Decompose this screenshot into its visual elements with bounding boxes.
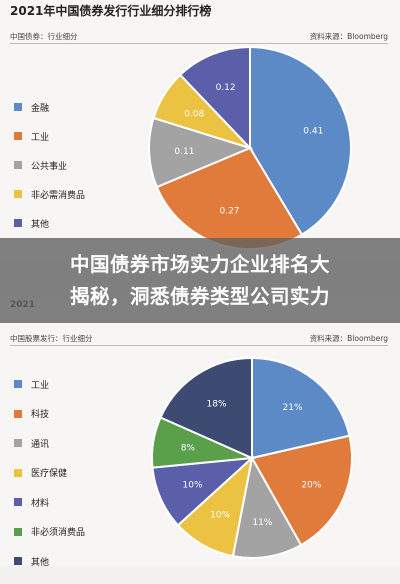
chart-source: 资料来源：Bloomberg bbox=[309, 334, 388, 343]
pie-slice bbox=[251, 356, 351, 460]
legend-swatch bbox=[14, 103, 22, 111]
legend-swatch bbox=[14, 527, 22, 536]
slice-label: 10% bbox=[183, 480, 203, 490]
legend-label: 工业 bbox=[31, 132, 50, 143]
legend-swatch bbox=[14, 132, 22, 140]
legend-swatch bbox=[14, 439, 22, 447]
bottom-chart-panel: 中国股票发行：行业细分 资料来源：Bloomberg 工业科技通讯医疗保健材料非… bbox=[0, 300, 400, 568]
pie-slice bbox=[250, 434, 353, 547]
legend-item: 公共事业 bbox=[14, 158, 85, 172]
legend-swatch bbox=[14, 557, 22, 565]
legend-swatch bbox=[14, 161, 22, 169]
slice-label: 21% bbox=[283, 403, 303, 413]
headline-banner: 中国债券市场实力企业排名大 揭秘，洞悉债券类型公司实力 bbox=[0, 238, 400, 323]
slice-label: 0.11 bbox=[174, 147, 194, 157]
slice-label: 8% bbox=[181, 444, 196, 454]
pie-slice bbox=[159, 356, 253, 460]
legend-label: 非必须消费品 bbox=[31, 528, 86, 538]
legend-label: 金融 bbox=[31, 103, 50, 114]
headline-line-1: 中国债券市场实力企业排名大 bbox=[69, 252, 330, 276]
headline-line-2: 揭秘，洞悉债券类型公司实力 bbox=[69, 284, 330, 308]
slice-label: 20% bbox=[301, 480, 321, 490]
legend-item: 非必须消费品 bbox=[14, 525, 85, 539]
legend-label: 其他 bbox=[31, 219, 50, 230]
slice-label: 0.27 bbox=[219, 206, 239, 216]
slice-label: 11% bbox=[252, 518, 272, 528]
chart-source: 资料来源：Bloomberg bbox=[309, 32, 388, 41]
slice-label: 0.12 bbox=[216, 83, 236, 93]
legend-item: 科技 bbox=[14, 407, 85, 421]
legend-item: 其他 bbox=[14, 216, 85, 230]
pie-chart: 0.41 0.27 0.11 0.08 0.12 bbox=[148, 45, 352, 250]
legend-item: 工业 bbox=[14, 129, 85, 143]
legend-label: 材料 bbox=[31, 498, 50, 509]
legend-swatch bbox=[14, 468, 22, 477]
pie-slice bbox=[231, 455, 303, 559]
legend-swatch bbox=[14, 219, 22, 227]
top-chart-panel: 2021年中国债券发行行业细分排行榜 中国债券：行业细分 资料来源：Bloomb… bbox=[0, 0, 400, 262]
legend-item: 工业 bbox=[14, 377, 85, 391]
divider bbox=[10, 43, 388, 44]
legend-swatch bbox=[14, 409, 22, 418]
legend-label: 其他 bbox=[31, 557, 50, 568]
chart-legend: 金融工业公共事业非必需消费品 其他 bbox=[14, 100, 85, 245]
legend-item: 医疗保健 bbox=[14, 466, 85, 480]
pie-chart: 21% 20% 11% 10% 10% 8% 18% bbox=[151, 356, 353, 559]
chart-subtitle: 中国股票发行：行业细分 bbox=[10, 334, 93, 343]
legend-item: 通讯 bbox=[14, 436, 85, 450]
chart-meta-row: 中国债券：行业细分 资料来源：Bloomberg bbox=[10, 31, 388, 42]
legend-item: 材料 bbox=[14, 495, 85, 509]
slice-label: 10% bbox=[210, 511, 230, 521]
chart-title: 2021年中国债券发行行业细分排行榜 bbox=[10, 4, 212, 18]
legend-item: 金融 bbox=[14, 100, 85, 114]
legend-swatch bbox=[14, 498, 22, 506]
legend-swatch bbox=[14, 190, 22, 198]
legend-label: 工业 bbox=[31, 380, 50, 391]
slice-label: 0.41 bbox=[303, 127, 323, 137]
pie-slice bbox=[178, 45, 251, 151]
pie-slice bbox=[249, 45, 352, 237]
slice-label: 0.08 bbox=[184, 109, 204, 119]
legend-label: 非必需消费品 bbox=[31, 190, 86, 201]
legend-item: 其他 bbox=[14, 554, 85, 568]
legend-label: 通讯 bbox=[31, 439, 50, 450]
legend-label: 科技 bbox=[31, 410, 50, 420]
legend-swatch bbox=[14, 380, 22, 388]
legend-label: 医疗保健 bbox=[31, 469, 68, 479]
legend-label: 公共事业 bbox=[31, 161, 68, 172]
chart-subtitle: 中国债券：行业细分 bbox=[10, 32, 78, 41]
slice-label: 18% bbox=[207, 400, 227, 410]
legend-item: 非必需消费品 bbox=[14, 187, 85, 201]
chart-legend: 工业科技通讯医疗保健材料非必须消费品 其他 bbox=[14, 377, 85, 584]
pie-slice bbox=[148, 116, 253, 189]
divider bbox=[10, 345, 388, 346]
chart-meta-row: 中国股票发行：行业细分 资料来源：Bloomberg bbox=[10, 333, 388, 344]
